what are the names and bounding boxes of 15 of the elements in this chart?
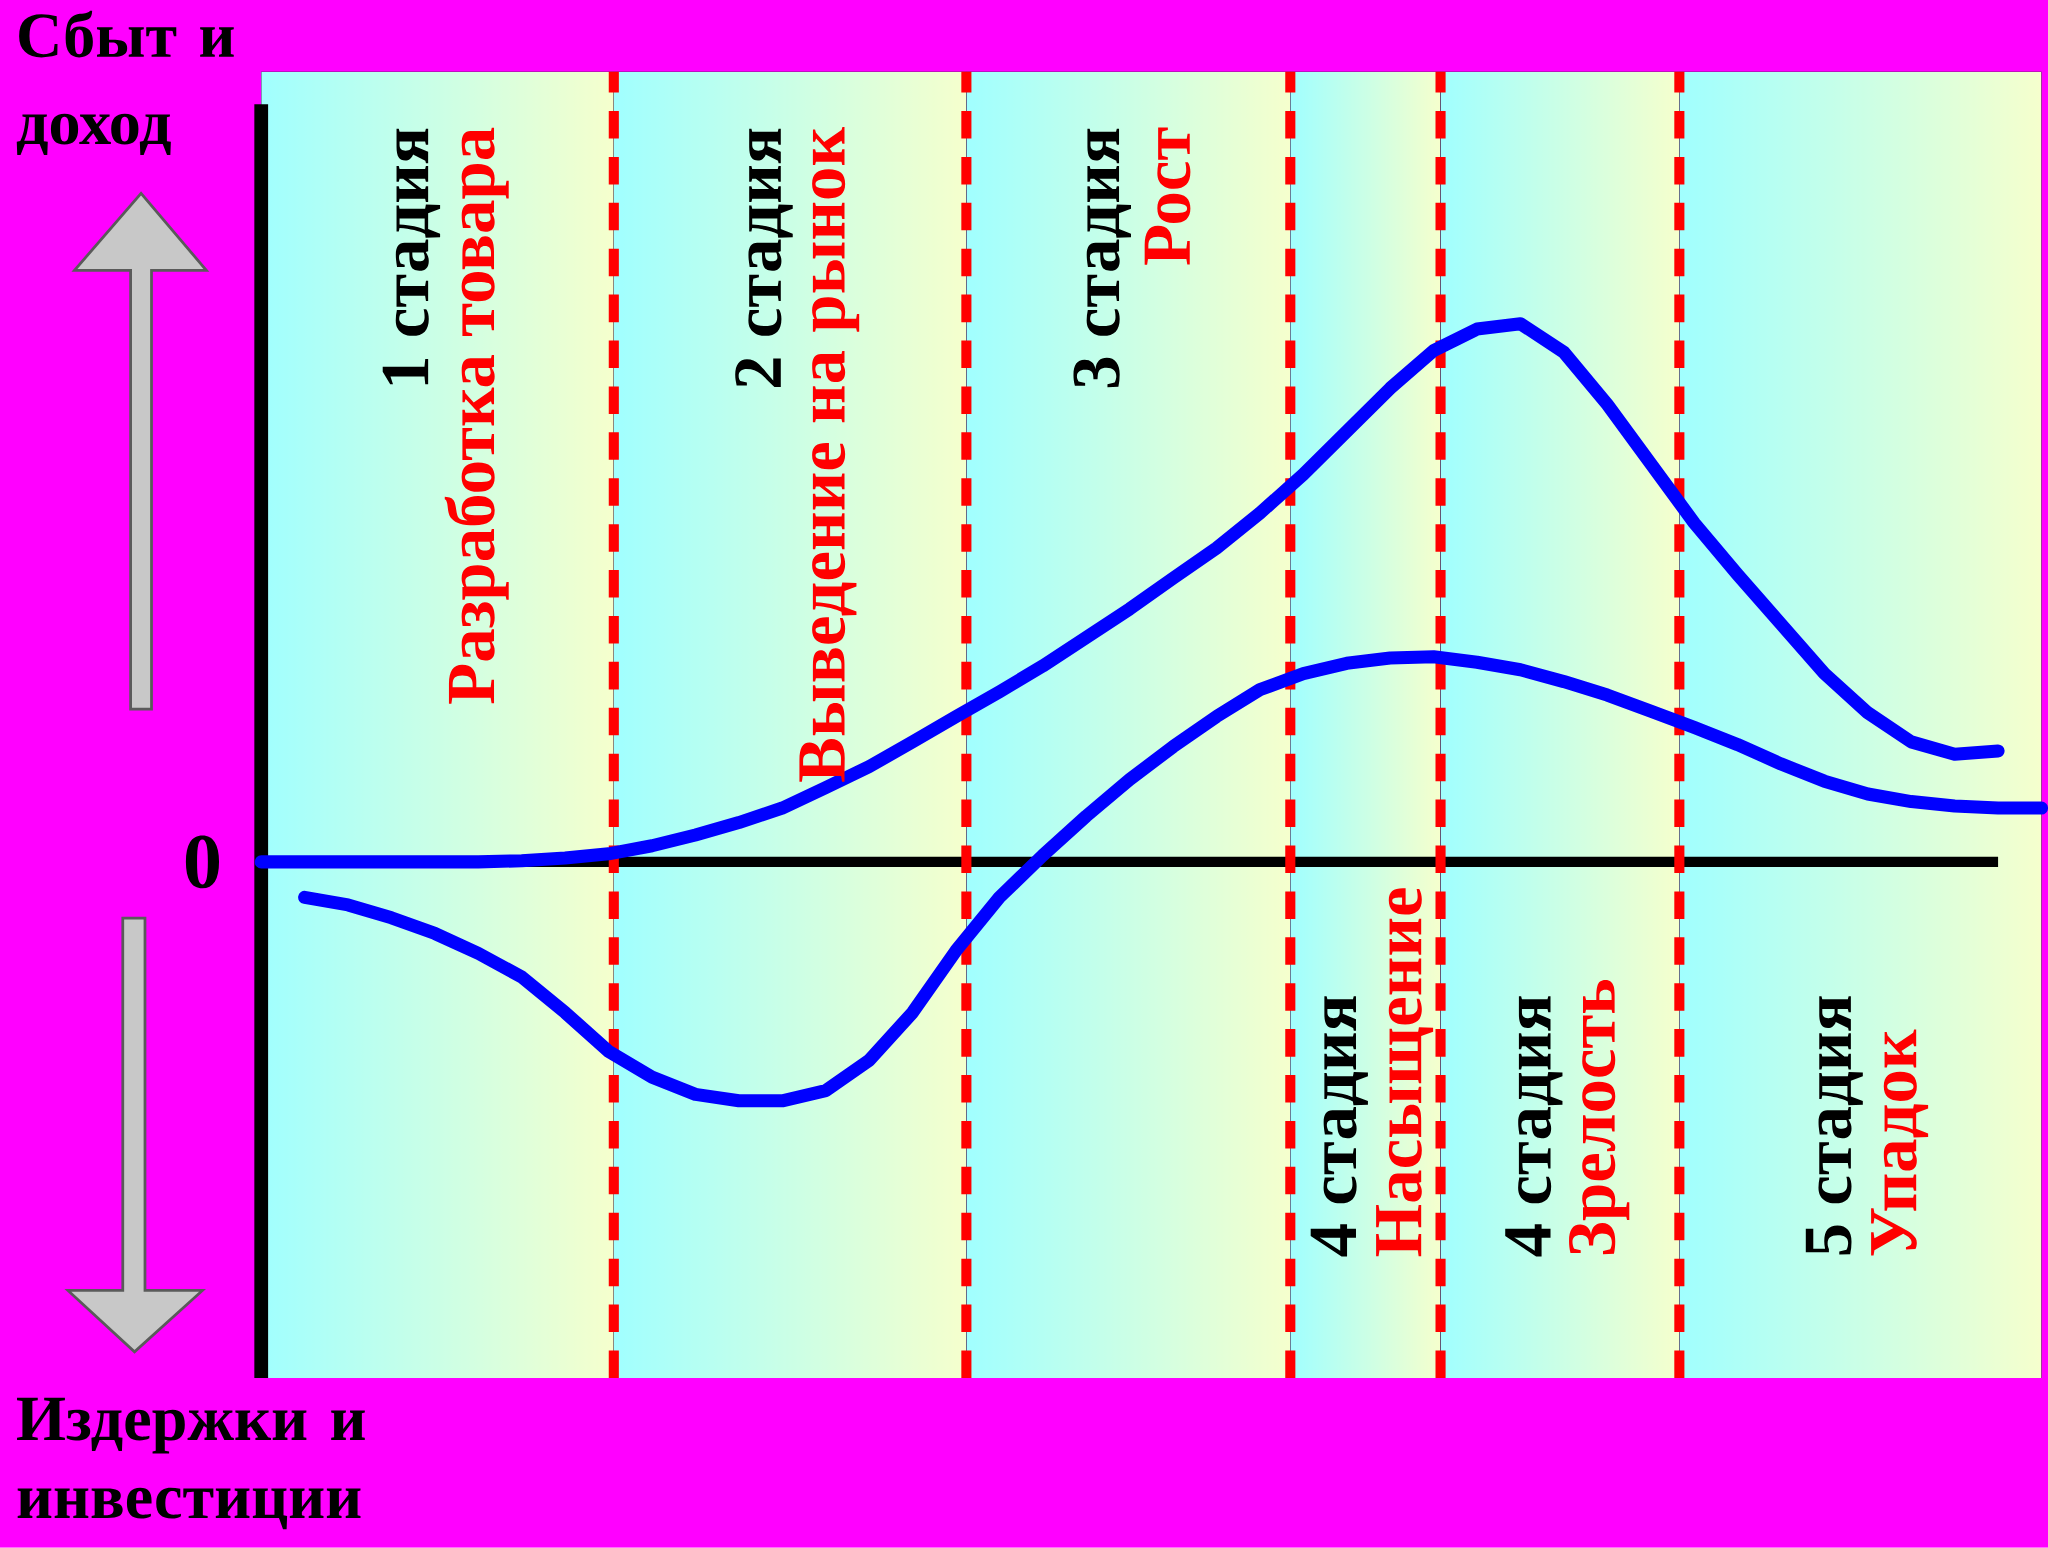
annotation: 4 стадия	[1505, 996, 1563, 1257]
y-axis-title: Сбыт и доход	[16, 10, 234, 156]
annotation: Разработка товара	[444, 127, 509, 704]
annotation: 5 стадия	[1805, 996, 1863, 1255]
annotation: Насыщение	[1376, 888, 1434, 1257]
annotation: 2 стадия	[735, 128, 793, 388]
text: Издержки и инвестиции	[17, 1397, 365, 1530]
annotation: 4 стадия	[1310, 996, 1368, 1257]
annotation: Зрелость	[1569, 980, 1630, 1255]
text: 0	[185, 835, 220, 889]
annotation: Упадок	[1871, 1029, 1929, 1256]
annotation: 3 стадия	[1073, 128, 1131, 388]
annotation: 1 стадия	[382, 128, 441, 385]
text: Рост	[1144, 127, 1191, 265]
annotation: Выведение на рынок	[799, 127, 860, 782]
